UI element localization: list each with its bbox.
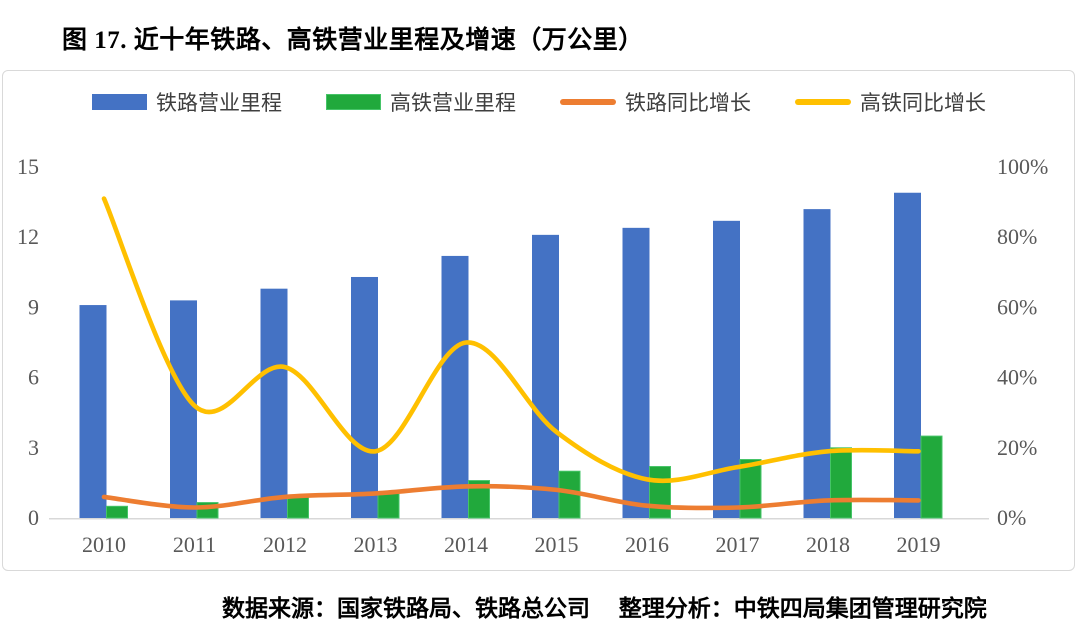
legend-swatch-railway-growth-icon [560, 99, 616, 105]
plot-area: 0 3 6 9 12 15 0% 20% 40% 60% 80% 100% 2010 2011 2012 20… [3, 134, 1074, 570]
x-axis-tick-2016: 2016 [625, 532, 669, 557]
x-axis-tick-2014: 2014 [444, 532, 488, 557]
bar-railway-2019 [894, 192, 921, 519]
legend-swatch-railway-mileage-icon [92, 94, 147, 110]
legend-item-hsr-growth: 高铁同比增长 [795, 87, 986, 117]
bar-hsr-2019 [920, 435, 943, 519]
legend-label-hsr-growth: 高铁同比增长 [860, 91, 986, 115]
y-axis-left-tick-3: 3 [28, 435, 39, 460]
bar-railway-2014 [441, 255, 469, 519]
y-axis-right-tick-80%: 80% [997, 224, 1037, 249]
y-axis-right-tick-100%: 100% [997, 154, 1048, 179]
bar-railway-2010 [79, 305, 107, 518]
bar-railway-2011 [170, 300, 197, 518]
legend-label-hsr-mileage: 高铁营业里程 [390, 91, 516, 115]
bar-railway-2018 [803, 209, 831, 518]
bar-hsr-2016 [649, 466, 671, 519]
bar-hsr-2013 [377, 491, 400, 519]
y-axis-left-tick-15: 15 [17, 154, 39, 179]
x-axis-tick-2018: 2018 [806, 532, 850, 557]
bar-railway-2013 [351, 276, 378, 518]
legend-swatch-hsr-growth-icon [795, 99, 851, 105]
bar-railway-2016 [622, 227, 650, 518]
y-axis-left-tick-6: 6 [28, 365, 39, 390]
y-axis-left-tick-9: 9 [28, 294, 39, 319]
x-axis-tick-2013: 2013 [354, 532, 398, 557]
x-axis-tick-2019: 2019 [897, 532, 941, 557]
bar-hsr-2014 [468, 480, 490, 519]
x-axis-tick-2015: 2015 [535, 532, 579, 557]
y-axis-right-tick-20%: 20% [997, 435, 1037, 460]
legend-label-railway-mileage: 铁路营业里程 [156, 91, 282, 115]
y-axis-left-tick-12: 12 [17, 224, 39, 249]
legend-label-railway-growth: 铁路同比增长 [625, 91, 751, 115]
bar-railway-2015 [532, 234, 559, 519]
legend-item-railway-growth: 铁路同比增长 [560, 87, 751, 117]
legend-item-railway-mileage: 铁路营业里程 [92, 87, 282, 117]
bar-railway-2012 [260, 288, 288, 518]
bar-hsr-2018 [830, 447, 852, 519]
x-axis-tick-2011: 2011 [173, 532, 216, 557]
line-railway-growth [101, 483, 921, 511]
y-axis-right-tick-0%: 0% [997, 505, 1026, 530]
bar-hsr-2017 [739, 459, 762, 519]
source-note: 数据来源：国家铁路局、铁路总公司 整理分析：中铁四局集团管理研究院 [222, 596, 987, 621]
combo-chart-svg: 0 3 6 9 12 15 0% 20% 40% 60% 80% 100% 2010 2011 2012 20… [17, 154, 1048, 557]
y-axis-right-tick-60%: 60% [997, 294, 1037, 319]
legend-item-hsr-mileage: 高铁营业里程 [326, 87, 516, 117]
x-axis-tick-2017: 2017 [716, 532, 760, 557]
x-axis-tick-2012: 2012 [263, 532, 307, 557]
line-hsr-growth [101, 196, 921, 484]
chart-legend: 铁路营业里程 高铁营业里程 铁路同比增长 高铁同比增长 [3, 71, 1074, 133]
y-axis-left-tick-0: 0 [28, 505, 39, 530]
y-axis-right-tick-40%: 40% [997, 365, 1037, 390]
chart-panel: 铁路营业里程 高铁营业里程 铁路同比增长 高铁同比增长 0 3 6 9 12 15 0% 20… [2, 70, 1075, 571]
chart-title: 图 17. 近十年铁路、高铁营业里程及增速（万公里） [62, 27, 644, 54]
bar-hsr-2012 [287, 496, 309, 519]
x-axis-tick-2010: 2010 [82, 532, 126, 557]
bar-hsr-2010 [106, 505, 128, 519]
legend-swatch-hsr-mileage-icon [326, 94, 381, 110]
